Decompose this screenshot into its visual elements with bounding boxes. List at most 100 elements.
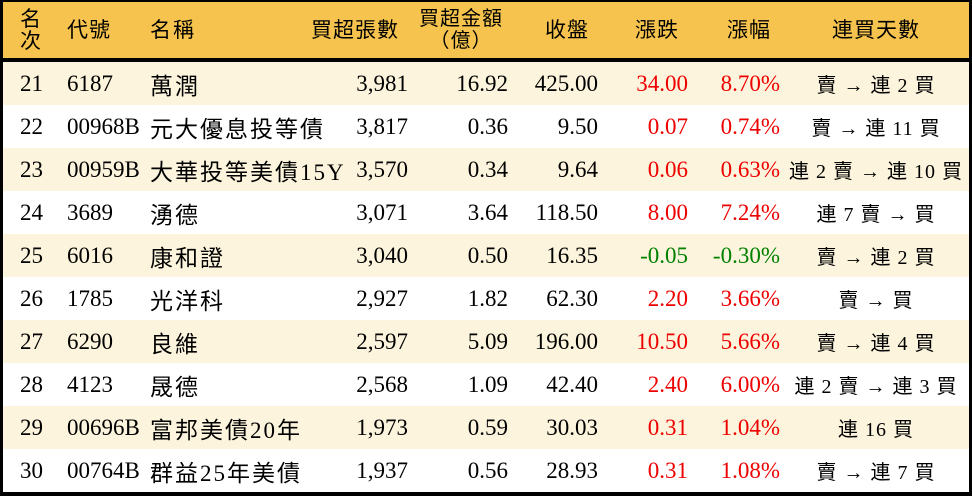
cell-shares: 3,981 [356, 70, 408, 96]
column-header-label: 買超金額 [419, 8, 503, 30]
cell-rank: 21 [20, 70, 43, 96]
cell-pct: 1.08% [720, 457, 780, 483]
cell-rank: 26 [20, 285, 43, 311]
table-row: 29 00696B 富邦美債20年 1,973 0.59 30.03 0.31 1.04% 連 … [3, 406, 969, 449]
cell-amount: 0.50 [467, 242, 508, 268]
cell-shares: 3,570 [356, 156, 408, 182]
cell-shares: 2,597 [356, 328, 408, 354]
cell-amount: 0.34 [467, 156, 508, 182]
cell-shares: 1,937 [356, 457, 408, 483]
cell-streak: 賣 → 連 11 買 [811, 118, 941, 140]
cell-streak: 賣 → 連 2 買 [816, 75, 936, 97]
column-header-label: 漲跌 [635, 18, 679, 42]
column-header-label: 漲幅 [727, 18, 771, 42]
cell-pct: 3.66% [720, 285, 780, 311]
cell-code: 6016 [67, 242, 113, 268]
column-header-label: 收盤 [545, 18, 589, 42]
cell-code: 00968B [67, 113, 140, 139]
cell-pct: 0.74% [720, 113, 780, 139]
cell-rank: 25 [20, 242, 43, 268]
cell-code: 00764B [67, 457, 140, 483]
header-row: 名次 代號 名稱 買超張數 買超金額 （億） 收盤 漲跌 漲幅 連買天數 [3, 2, 969, 62]
cell-streak: 連 2 賣 → 連 10 買 [789, 161, 963, 183]
cell-name: 湧德 [150, 202, 200, 228]
cell-amount: 0.36 [467, 113, 508, 139]
cell-close: 9.64 [557, 156, 598, 182]
cell-name: 良維 [150, 331, 200, 357]
cell-code: 00696B [67, 414, 140, 440]
column-header-streak: 連買天數 [783, 2, 969, 62]
column-header-name: 名稱 [137, 2, 305, 62]
cell-pct: 8.70% [720, 70, 780, 96]
column-header-change: 漲跌 [601, 2, 691, 62]
cell-streak: 連 16 買 [838, 419, 914, 441]
cell-change: 0.07 [647, 113, 688, 139]
table-row: 26 1785 光洋科 2,927 1.82 62.30 2.20 3.66% 賣 → 買 [3, 277, 969, 320]
cell-rank: 30 [20, 457, 43, 483]
column-header-shares: 買超張數 [305, 2, 411, 62]
column-header-label: 買超張數 [311, 18, 399, 42]
cell-change: 0.06 [647, 156, 688, 182]
cell-streak: 賣 → 連 2 買 [816, 247, 936, 269]
cell-close: 196.00 [534, 328, 598, 354]
cell-name: 大華投等美債15Y [150, 159, 346, 185]
cell-close: 42.40 [546, 371, 598, 397]
cell-code: 3689 [67, 199, 113, 225]
column-header-label: 名次 [20, 7, 42, 53]
cell-pct: 6.00% [720, 371, 780, 397]
cell-code: 6187 [67, 70, 113, 96]
cell-close: 62.30 [546, 285, 598, 311]
column-header-sublabel: （億） [429, 30, 493, 52]
cell-name: 萬潤 [150, 73, 200, 99]
cell-shares: 2,927 [356, 285, 408, 311]
table-header: 名次 代號 名稱 買超張數 買超金額 （億） 收盤 漲跌 漲幅 連買天數 [3, 2, 969, 62]
cell-pct: 0.63% [720, 156, 780, 182]
cell-shares: 3,817 [356, 113, 408, 139]
table-row: 28 4123 晟德 2,568 1.09 42.40 2.40 6.00% 連 2 賣 → 連… [3, 363, 969, 406]
column-header-rank: 名次 [3, 2, 57, 62]
table-row: 27 6290 良維 2,597 5.09 196.00 10.50 5.66% 賣 → 連 4… [3, 320, 969, 363]
cell-amount: 0.56 [467, 457, 508, 483]
cell-name: 光洋科 [150, 288, 225, 314]
column-header-label: 代號 [67, 18, 111, 42]
cell-amount: 5.09 [467, 328, 508, 354]
cell-shares: 3,040 [356, 242, 408, 268]
cell-change: 0.31 [647, 457, 688, 483]
table-row: 25 6016 康和證 3,040 0.50 16.35 -0.05 -0.30% 賣 → 連 … [3, 234, 969, 277]
cell-amount: 3.64 [467, 199, 508, 225]
table-body: 21 6187 萬潤 3,981 16.92 425.00 34.00 8.70% 賣 → 連 … [3, 60, 969, 492]
column-header-close: 收盤 [511, 2, 601, 62]
cell-rank: 22 [20, 113, 43, 139]
column-header-code: 代號 [57, 2, 137, 62]
cell-close: 16.35 [546, 242, 598, 268]
cell-streak: 連 2 賣 → 連 3 買 [794, 376, 958, 398]
cell-change: 0.31 [647, 414, 688, 440]
cell-rank: 24 [20, 199, 43, 225]
cell-close: 9.50 [557, 113, 598, 139]
cell-close: 425.00 [534, 70, 598, 96]
cell-code: 1785 [67, 285, 113, 311]
column-header-label: 連買天數 [832, 18, 920, 42]
cell-amount: 1.82 [467, 285, 508, 311]
cell-name: 晟德 [150, 374, 200, 400]
cell-pct: 1.04% [720, 414, 780, 440]
cell-change: 10.50 [636, 328, 688, 354]
cell-amount: 0.59 [467, 414, 508, 440]
cell-name: 群益25年美債 [150, 460, 302, 486]
table-row: 24 3689 湧德 3,071 3.64 118.50 8.00 7.24% 連 7 賣 → … [3, 191, 969, 234]
column-header-label: 名稱 [150, 18, 196, 42]
cell-pct: 5.66% [720, 328, 780, 354]
cell-change: -0.05 [640, 242, 688, 268]
cell-streak: 賣 → 連 7 買 [816, 462, 936, 484]
cell-rank: 23 [20, 156, 43, 182]
cell-amount: 1.09 [467, 371, 508, 397]
cell-change: 2.40 [647, 371, 688, 397]
column-header-amount: 買超金額 （億） [411, 2, 511, 62]
cell-change: 34.00 [636, 70, 688, 96]
cell-shares: 2,568 [356, 371, 408, 397]
cell-change: 2.20 [647, 285, 688, 311]
cell-amount: 16.92 [456, 70, 508, 96]
table-row: 21 6187 萬潤 3,981 16.92 425.00 34.00 8.70% 賣 → 連 … [3, 60, 969, 105]
cell-close: 28.93 [546, 457, 598, 483]
